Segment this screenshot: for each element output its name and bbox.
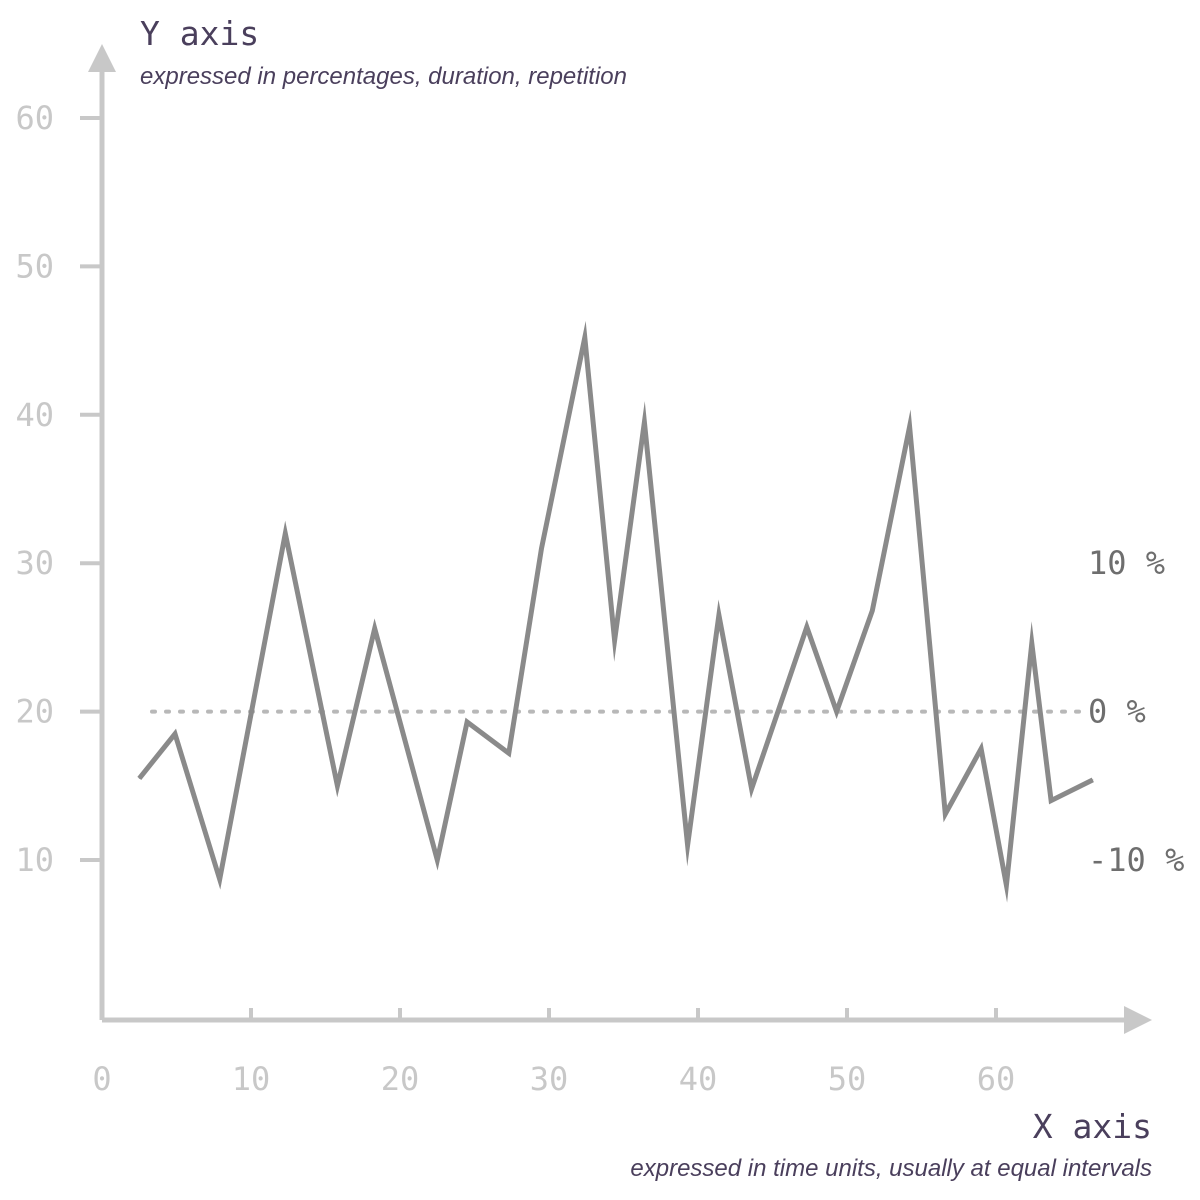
data-point bbox=[718, 614, 720, 616]
data-point bbox=[944, 813, 946, 815]
y-axis-subtitle: expressed in percentages, duration, repe… bbox=[140, 63, 627, 90]
data-point bbox=[466, 721, 468, 723]
x-tick-label: 50 bbox=[828, 1060, 867, 1098]
data-point bbox=[871, 610, 873, 612]
x-axis-arrow-icon bbox=[1124, 1006, 1152, 1034]
x-tick-label: 20 bbox=[381, 1060, 420, 1098]
x-axis-subtitle: expressed in time units, usually at equa… bbox=[630, 1155, 1152, 1182]
data-point bbox=[980, 748, 982, 750]
x-tick-label: 10 bbox=[232, 1060, 271, 1098]
x-tick-label: 30 bbox=[530, 1060, 569, 1098]
y-tick-label: 50 bbox=[15, 247, 54, 285]
y-axis-title: Y axis bbox=[140, 14, 259, 53]
series-group bbox=[137, 320, 1094, 903]
data-point bbox=[1092, 779, 1094, 781]
data-point bbox=[1050, 800, 1052, 802]
data-point bbox=[614, 639, 616, 641]
data-point bbox=[836, 711, 838, 713]
right-axis-label: 0 % bbox=[1088, 693, 1146, 731]
y-tick-label: 10 bbox=[15, 841, 54, 879]
data-point bbox=[336, 785, 338, 787]
y-tick-label: 30 bbox=[15, 544, 54, 582]
data-point bbox=[374, 628, 376, 629]
data-point bbox=[584, 337, 586, 339]
y-tick-label: 60 bbox=[15, 99, 54, 137]
data-point bbox=[806, 626, 808, 628]
x-tick-label: 60 bbox=[977, 1060, 1016, 1098]
data-point bbox=[284, 533, 286, 534]
right-labels: 10 % 0 % -10 % bbox=[1088, 544, 1184, 879]
y-tick-label: 20 bbox=[15, 693, 54, 731]
right-axis-label: -10 % bbox=[1088, 841, 1184, 879]
series-line bbox=[137, 320, 1094, 903]
data-point bbox=[138, 777, 140, 779]
y-ticks: 10 20 30 40 50 60 bbox=[15, 99, 102, 879]
data-point bbox=[1005, 884, 1007, 886]
x-ticks: 0 10 20 30 40 50 60 bbox=[92, 1008, 1015, 1098]
data-point bbox=[909, 426, 911, 428]
data-point bbox=[751, 788, 753, 790]
x-axis-title: X axis bbox=[1033, 1107, 1152, 1146]
data-point bbox=[508, 752, 510, 754]
data-point bbox=[219, 878, 221, 880]
y-tick-label: 40 bbox=[15, 396, 54, 434]
data-point bbox=[643, 421, 645, 423]
y-axis-arrow-icon bbox=[88, 44, 116, 72]
axes bbox=[88, 44, 1152, 1034]
x-tick-label: 0 bbox=[92, 1060, 111, 1098]
data-point bbox=[1031, 642, 1033, 644]
data-point bbox=[541, 547, 542, 549]
x-tick-label: 40 bbox=[679, 1060, 718, 1098]
data-point bbox=[174, 733, 176, 735]
right-axis-label: 10 % bbox=[1088, 544, 1165, 582]
data-point bbox=[687, 844, 689, 846]
data-point bbox=[436, 859, 438, 861]
